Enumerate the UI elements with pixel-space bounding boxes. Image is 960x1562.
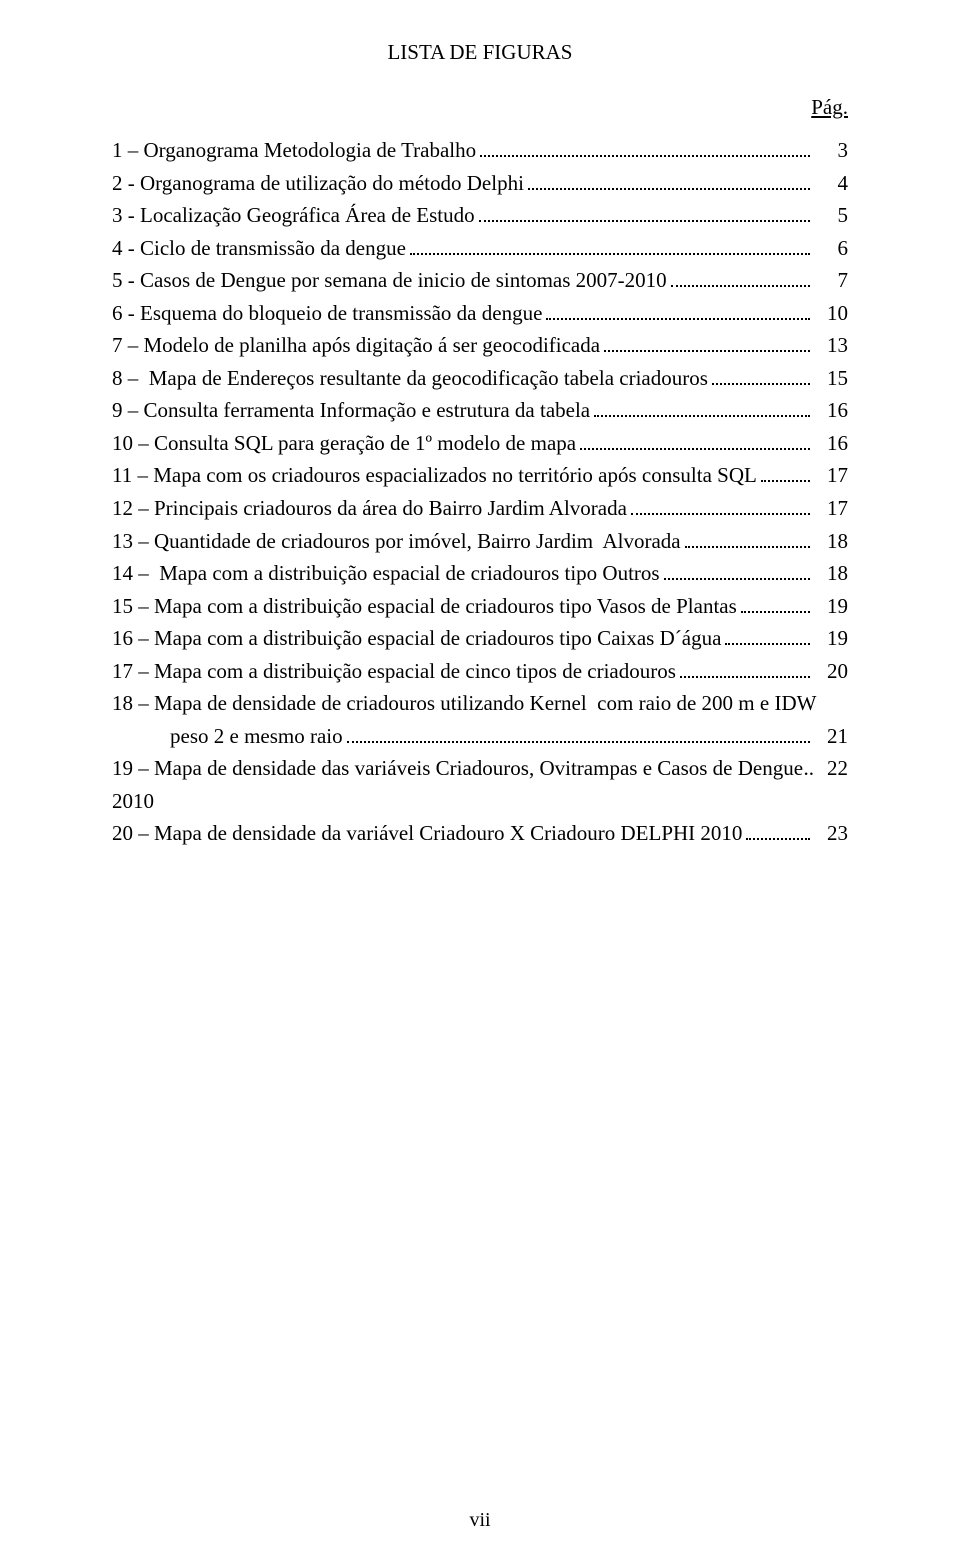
toc-entry: 18 – Mapa de densidade de criadouros uti… [112,687,848,720]
toc-entry: 14 – Mapa com a distribuição espacial de… [112,557,848,590]
page-container: LISTA DE FIGURAS Pág. 1 – Organograma Me… [0,0,960,1562]
toc-leader-dots [594,396,810,417]
toc-entry-page: 3 [814,134,848,167]
toc-entry: 20 – Mapa de densidade da variável Criad… [112,817,848,850]
toc-entry-page: 20 [814,655,848,688]
toc-leader-dots [479,201,810,222]
toc-entry: 4 - Ciclo de transmissão da dengue 6 [112,232,848,265]
toc-entry-label: 16 – Mapa com a distribuição espacial de… [112,622,721,655]
toc-entry-label: 6 - Esquema do bloqueio de transmissão d… [112,297,542,330]
toc-leader-dots [631,494,810,515]
toc-leader-dots [347,722,810,743]
toc-entry: peso 2 e mesmo raio 21 [112,720,848,753]
toc-entry-page: 18 [814,525,848,558]
toc-leader-dots [528,169,810,190]
toc-leader-dots [480,136,810,157]
toc-leader-dots [746,820,810,841]
toc-leader-dots [671,266,810,287]
toc-leader-dots [685,527,810,548]
toc-entry-page: 13 [814,329,848,362]
toc-leader-dots [725,624,810,645]
toc-entry: 3 - Localização Geográfica Área de Estud… [112,199,848,232]
toc-entry-page: 5 [814,199,848,232]
toc-entry: 7 – Modelo de planilha após digitação á … [112,329,848,362]
toc-leader-dots [761,462,810,483]
toc-separator: .. [804,752,815,785]
toc-leader-dots [664,559,810,580]
toc-entry-label: 17 – Mapa com a distribuição espacial de… [112,655,676,688]
toc-entry-label: 10 – Consulta SQL para geração de 1º mod… [112,427,576,460]
toc-entry-page: 7 [814,264,848,297]
toc-entry-label: 9 – Consulta ferramenta Informação e est… [112,394,590,427]
toc-leader-dots [741,592,810,613]
toc-entry: 12 – Principais criadouros da área do Ba… [112,492,848,525]
toc-entry: 5 - Casos de Dengue por semana de inicio… [112,264,848,297]
page-column-label: Pág. [112,95,848,120]
toc-leader-dots [712,364,810,385]
toc-entry: 15 – Mapa com a distribuição espacial de… [112,590,848,623]
toc-entry-page: 17 [814,459,848,492]
toc-entry: 9 – Consulta ferramenta Informação e est… [112,394,848,427]
toc-entry-page: 17 [814,492,848,525]
toc-entry-label: 3 - Localização Geográfica Área de Estud… [112,199,475,232]
toc-entry-label: 4 - Ciclo de transmissão da dengue [112,232,406,265]
toc-entry-page: 22 [814,752,848,785]
toc-entry-page: 6 [814,232,848,265]
toc-entry-label: 14 – Mapa com a distribuição espacial de… [112,557,660,590]
toc-entry-page: 16 [814,394,848,427]
toc-list: 1 – Organograma Metodologia de Trabalho 3… [112,134,848,850]
toc-entry-label: 20 – Mapa de densidade da variável Criad… [112,817,742,850]
toc-entry-page: 19 [814,590,848,623]
toc-entry-label: 18 – Mapa de densidade de criadouros uti… [112,687,816,720]
toc-entry: 16 – Mapa com a distribuição espacial de… [112,622,848,655]
toc-entry-page: 21 [814,720,848,753]
toc-entry: 1 – Organograma Metodologia de Trabalho 3 [112,134,848,167]
toc-entry: 10 – Consulta SQL para geração de 1º mod… [112,427,848,460]
toc-entry: 11 – Mapa com os criadouros espacializad… [112,459,848,492]
toc-entry-label: 2 - Organograma de utilização do método … [112,167,524,200]
toc-entry-page: 18 [814,557,848,590]
toc-entry-label: 19 – Mapa de densidade das variáveis Cri… [112,752,804,817]
toc-leader-dots [680,657,810,678]
toc-leader-dots [580,429,810,450]
toc-entry-page: 4 [814,167,848,200]
toc-entry-label: 13 – Quantidade de criadouros por imóvel… [112,525,681,558]
toc-entry-label: 5 - Casos de Dengue por semana de inicio… [112,264,667,297]
toc-entry-label: 15 – Mapa com a distribuição espacial de… [112,590,737,623]
toc-entry-page: 19 [814,622,848,655]
toc-entry-label: peso 2 e mesmo raio [170,720,343,753]
toc-entry: 19 – Mapa de densidade das variáveis Cri… [112,752,848,817]
toc-entry-page: 15 [814,362,848,395]
toc-entry-page: 10 [814,297,848,330]
toc-entry-label: 7 – Modelo de planilha após digitação á … [112,329,600,362]
list-of-figures-title: LISTA DE FIGURAS [112,40,848,65]
toc-entry-label: 11 – Mapa com os criadouros espacializad… [112,459,757,492]
toc-leader-dots [604,331,810,352]
toc-entry: 13 – Quantidade de criadouros por imóvel… [112,525,848,558]
toc-entry: 6 - Esquema do bloqueio de transmissão d… [112,297,848,330]
toc-entry: 17 – Mapa com a distribuição espacial de… [112,655,848,688]
toc-leader-dots [410,234,810,255]
toc-entry: 8 – Mapa de Endereços resultante da geoc… [112,362,848,395]
toc-leader-dots [546,299,810,320]
toc-entry-label: 8 – Mapa de Endereços resultante da geoc… [112,362,708,395]
page-number-footer: vii [0,1509,960,1532]
toc-entry-label: 12 – Principais criadouros da área do Ba… [112,492,627,525]
toc-entry-label: 1 – Organograma Metodologia de Trabalho [112,134,476,167]
toc-entry: 2 - Organograma de utilização do método … [112,167,848,200]
toc-entry-page: 16 [814,427,848,460]
toc-entry-page: 23 [814,817,848,850]
